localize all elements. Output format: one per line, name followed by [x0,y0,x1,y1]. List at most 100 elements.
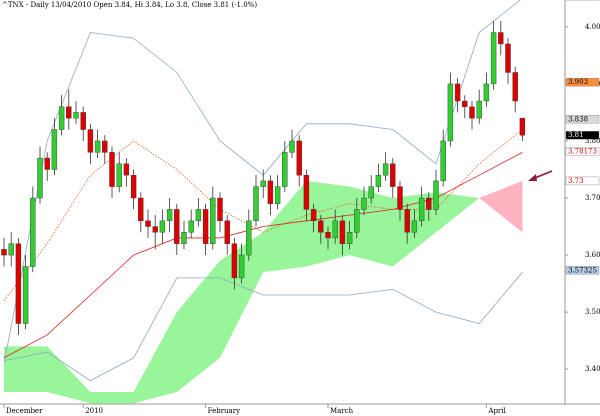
indicator-line [3,129,523,301]
candle-body [80,112,86,130]
candle-body [22,266,29,324]
cloud [479,180,523,233]
candle-body [87,129,94,153]
candle-body [310,209,317,222]
candle-body [325,232,331,239]
candle-body [303,174,310,210]
price-label-box [565,147,600,156]
y-tick-label: 3.500 [585,308,600,316]
candle-body [44,157,50,170]
candle-body [411,220,418,233]
price-label-box [565,131,600,140]
candle-body [282,152,288,187]
candle-body [58,106,65,130]
candle-body [433,180,439,210]
candle-body [332,220,338,239]
candle-body [66,106,72,119]
candle-body [318,220,324,233]
candle-body [37,157,43,199]
candle-body [73,112,79,119]
price-label-box [565,176,600,186]
candle-body [174,209,180,244]
candle-body [339,220,346,244]
candle-body [116,163,122,187]
candle-body [296,140,302,176]
price-label: 3.73 [568,177,584,185]
x-tick-label: February [208,407,240,415]
candle-body [274,186,281,204]
candle-body [159,220,166,233]
candle-body [490,32,497,85]
y-tick-label: 3.600 [585,251,600,259]
y-tick-label: 3.400 [585,365,600,373]
price-label: 3.838 [568,115,588,123]
candle-body [390,163,396,187]
candle-body [152,226,158,233]
candle-body [375,174,382,187]
candle-body [382,163,389,176]
y-tick-label: 3.800 [585,137,600,145]
candle-body [267,180,274,204]
candle-body [498,32,504,45]
candle-body [210,197,216,244]
candle-body [397,186,403,210]
candle-body [8,243,14,256]
candle-body [454,83,461,102]
candle-body [109,152,115,187]
price-label: 3.78173 [568,147,597,155]
candle-body [440,140,446,182]
cloud [4,180,480,404]
candle-body [166,209,173,222]
candle-body [224,220,230,244]
candle-body [51,129,58,170]
candle-body [15,243,22,324]
candle-body [483,83,490,102]
candle-body [130,174,137,199]
x-tick-label: 2010 [85,407,103,415]
price-label-box [565,115,600,124]
candle-body [260,180,266,187]
candle-body [505,43,511,73]
candle-body [238,254,245,279]
price-label-box [565,77,600,87]
candle-body [346,232,353,244]
candle-body [138,197,144,222]
candle-body [519,117,526,136]
candle-body [426,197,432,210]
candle-body [231,243,238,279]
x-tick-label: December [6,407,43,415]
indicator-line [3,271,523,382]
x-tick-label: April [487,407,506,415]
candle-body [30,197,36,267]
candle-body [102,140,108,153]
candle-body [418,197,425,222]
candle-body [469,106,475,119]
candle-body [188,220,194,233]
candle-body [123,163,130,176]
candle-body [94,140,101,153]
candle-body [512,72,518,102]
candle-body [354,209,360,233]
candle-body [181,232,187,244]
candle-body [1,249,7,256]
price-label: 3.903 [568,78,588,86]
candle-body [462,100,468,107]
candle-body [246,220,252,256]
y-tick-label: 4.000 [585,23,600,31]
candle-body [145,220,151,227]
x-tick-label: March [330,407,354,415]
candle-body [253,186,259,222]
price-label-box [565,266,600,275]
arrow-head [528,174,537,181]
candle-body [447,83,454,142]
candle-body [217,197,223,222]
candle-body [195,209,202,222]
y-tick-label: 3.700 [585,194,600,202]
candle-body [361,197,367,210]
candle-body [289,140,295,153]
candle-body [404,209,410,233]
candle-body [368,186,374,199]
candle-body [476,100,482,119]
candle-body [202,209,209,244]
